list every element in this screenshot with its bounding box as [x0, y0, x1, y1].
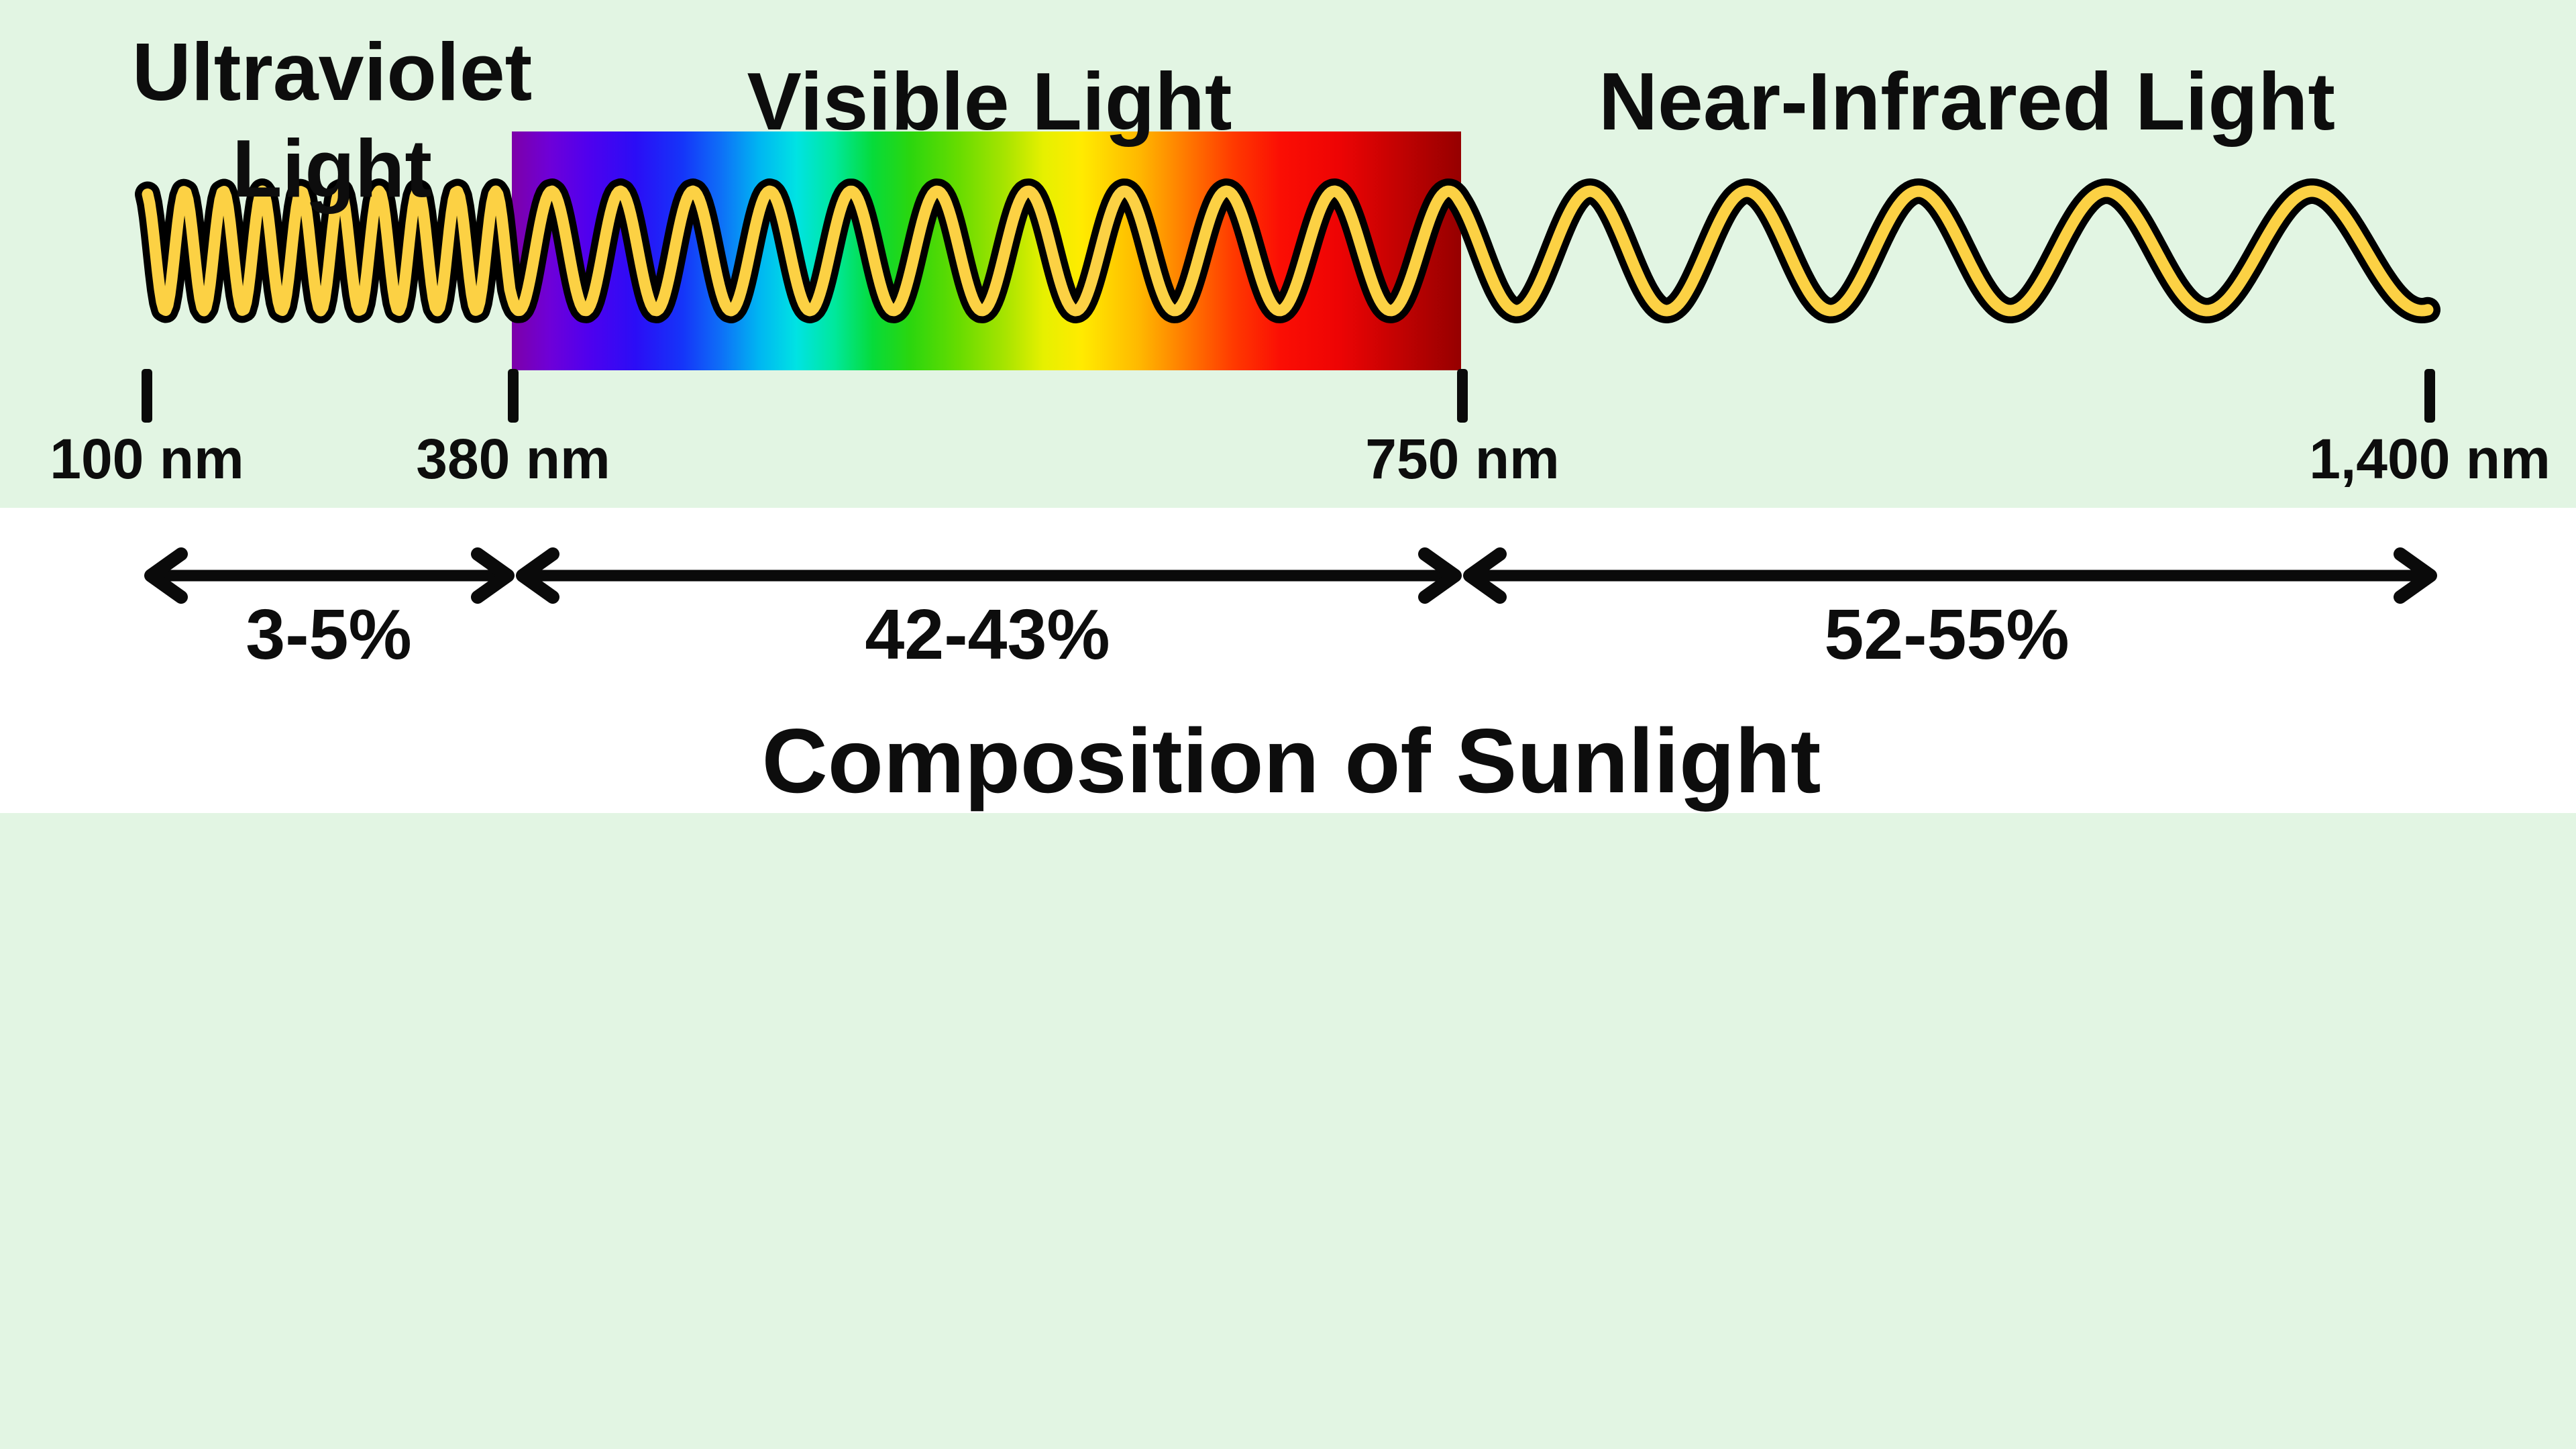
sunlight-wave: [135, 178, 2440, 323]
section-label-near-infrared: Near-Infrared Light: [1598, 56, 2336, 147]
tick-label-750nm: 750 nm: [1365, 427, 1560, 490]
percentage-label-ultraviolet: 3-5%: [246, 595, 412, 674]
composition-panel: [0, 508, 2576, 813]
percentage-label-visible: 42-43%: [865, 595, 1110, 674]
tick-label-100nm: 100 nm: [50, 427, 244, 490]
wavelength-tick-100nm: [142, 369, 152, 423]
percentage-label-near-infrared: 52-55%: [1824, 595, 2070, 674]
percentage-arrows: [144, 547, 2437, 604]
composition-title: Composition of Sunlight: [761, 710, 1821, 812]
arrow-near-infrared-range: [1463, 547, 2437, 604]
section-label-visible: Visible Light: [747, 56, 1232, 147]
wavelength-tick-750nm: [1457, 369, 1468, 423]
tick-label-380nm: 380 nm: [416, 427, 610, 490]
wavelength-tick-1400nm: [2424, 369, 2435, 423]
arrow-ultraviolet-range: [144, 547, 515, 604]
tick-label-1400nm: 1,400 nm: [2309, 427, 2551, 490]
arrow-visible-range: [516, 547, 1462, 604]
section-label-ultraviolet: Ultraviolet Light: [131, 26, 533, 214]
wavelength-tick-380nm: [508, 369, 519, 423]
